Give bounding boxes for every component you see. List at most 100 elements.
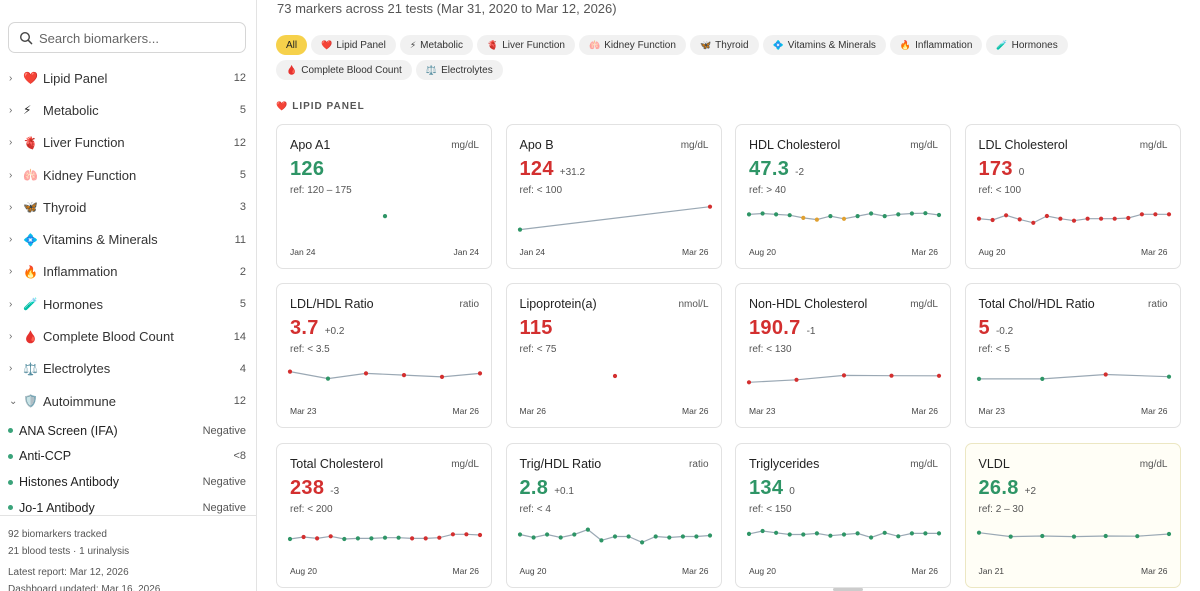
data-point[interactable] [976, 216, 981, 221]
data-point[interactable] [437, 535, 442, 540]
sidebar-item-thyroid[interactable]: › 🦋 Thyroid 3 [0, 191, 256, 223]
data-point[interactable] [653, 533, 658, 539]
data-point[interactable] [363, 371, 369, 376]
data-point[interactable] [355, 535, 360, 541]
biomarker-card-apo-a1[interactable]: Apo A1 mg/dL 126 ref: 120 – 175 Jan 24 Jan 24 [276, 124, 492, 269]
data-point[interactable] [558, 534, 563, 540]
data-point[interactable] [517, 227, 522, 232]
data-point[interactable] [787, 531, 792, 537]
biomarker-card-triglycerides[interactable]: Triglycerides mg/dL 134 0 ref: < 150 Aug 20 Ma… [735, 442, 951, 588]
data-point[interactable] [855, 530, 860, 536]
data-point[interactable] [760, 211, 765, 216]
data-point[interactable] [1003, 213, 1008, 218]
data-point[interactable] [1166, 212, 1171, 217]
data-point[interactable] [1103, 533, 1108, 538]
data-point[interactable] [315, 535, 320, 541]
chip-hormones[interactable]: 🧪 Hormones [986, 35, 1068, 55]
data-point[interactable] [382, 535, 388, 540]
data-point[interactable] [1152, 212, 1157, 217]
data-point[interactable] [450, 531, 455, 536]
data-point[interactable] [1166, 374, 1171, 380]
biomarker-card-total-cholesterol[interactable]: Total Cholesterol mg/dL 238 -3 ref: < 200 Aug… [276, 442, 492, 588]
data-point[interactable] [1030, 220, 1035, 225]
search-box[interactable] [8, 22, 246, 53]
data-point[interactable] [828, 214, 833, 219]
data-point[interactable] [1112, 216, 1117, 221]
scrollbar-handle[interactable] [833, 588, 863, 591]
sidebar-item-lipid-panel[interactable]: › ❤️ Lipid Panel 12 [0, 62, 256, 94]
data-point[interactable] [410, 535, 415, 541]
list-item[interactable]: Histones Antibody Negative [0, 469, 256, 495]
data-point[interactable] [325, 376, 331, 381]
data-point[interactable] [342, 536, 347, 541]
data-point[interactable] [869, 534, 874, 540]
data-point[interactable] [841, 531, 847, 537]
data-point[interactable] [1008, 534, 1013, 539]
chip-electrolytes[interactable]: ⚖️ Electrolytes [415, 60, 503, 80]
data-point[interactable] [909, 211, 914, 216]
data-point[interactable] [746, 531, 752, 536]
data-point[interactable] [936, 530, 942, 536]
chip-metabolic[interactable]: ⚡ Metabolic [399, 35, 473, 55]
data-point[interactable] [517, 531, 522, 537]
data-point[interactable] [814, 530, 819, 536]
data-point[interactable] [1134, 533, 1139, 538]
chip-inflammation[interactable]: 🔥 Inflammation [889, 35, 983, 55]
data-point[interactable] [439, 375, 445, 380]
data-point[interactable] [369, 535, 374, 541]
data-point[interactable] [841, 216, 847, 221]
data-point[interactable] [787, 213, 792, 218]
chip-all[interactable]: All [276, 35, 308, 55]
chip-lipid-panel[interactable]: ❤️ Lipid Panel [311, 35, 396, 55]
biomarker-card-lipoprotein-a[interactable]: Lipoprotein(a) nmol/L 115 ref: < 75 Mar 26 Ma… [505, 283, 722, 429]
data-point[interactable] [774, 530, 779, 535]
sidebar-item-complete-blood-count[interactable]: › 🩸 Complete Blood Count 14 [0, 320, 256, 352]
data-point[interactable] [287, 369, 293, 374]
data-point[interactable] [693, 533, 698, 539]
biomarker-card-ldl-cholesterol[interactable]: LDL Cholesterol mg/dL 173 0 ref: < 100 Aug 20… [964, 124, 1181, 269]
data-point[interactable] [869, 211, 874, 216]
data-point[interactable] [585, 527, 590, 532]
biomarker-card-hdl-cholesterol[interactable]: HDL Cholesterol mg/dL 47.3 -2 ref: > 40 Aug 2… [735, 124, 951, 269]
data-point[interactable] [990, 217, 995, 223]
sidebar-item-electrolytes[interactable]: › ⚖️ Electrolytes 4 [0, 353, 256, 385]
data-point[interactable] [828, 533, 833, 538]
data-point[interactable] [287, 536, 293, 541]
data-point[interactable] [801, 531, 806, 537]
data-point[interactable] [936, 373, 942, 379]
data-point[interactable] [1085, 216, 1090, 221]
chip-liver-function[interactable]: 🫀 Liver Function [476, 35, 575, 55]
data-point[interactable] [1071, 534, 1076, 539]
data-point[interactable] [889, 373, 894, 379]
chip-kidney-function[interactable]: 🫁 Kidney Function [579, 35, 686, 55]
biomarker-card-ldl-hdl-ratio[interactable]: LDL/HDL Ratio ratio 3.7 +0.2 ref: < 3.5 Mar 2… [276, 283, 492, 429]
data-point[interactable] [382, 214, 388, 219]
data-point[interactable] [923, 530, 928, 536]
data-point[interactable] [1166, 531, 1171, 536]
data-point[interactable] [707, 204, 712, 209]
biomarker-card-trig-hdl-ratio[interactable]: Trig/HDL Ratio ratio 2.8 +0.1 ref: < 4 Aug 20… [505, 442, 722, 588]
data-point[interactable] [1125, 215, 1130, 221]
sidebar-item-metabolic[interactable]: › ⚡ Metabolic 5 [0, 94, 256, 126]
data-point[interactable] [801, 215, 806, 220]
biomarker-card-apo-b[interactable]: Apo B mg/dL 124 +31.2 ref: < 100 Jan 24 Mar 26 [505, 124, 722, 269]
data-point[interactable] [464, 531, 469, 536]
data-point[interactable] [746, 380, 752, 385]
data-point[interactable] [774, 212, 779, 217]
data-point[interactable] [531, 534, 536, 540]
data-point[interactable] [423, 535, 428, 541]
data-point[interactable] [477, 371, 483, 376]
data-point[interactable] [855, 214, 860, 219]
biomarker-card-total-chol-hdl-ratio[interactable]: Total Chol/HDL Ratio ratio 5 -0.2 ref: < 5 Ma… [964, 283, 1181, 429]
data-point[interactable] [1039, 533, 1044, 538]
list-item[interactable]: Anti-CCP <8 [0, 444, 256, 470]
data-point[interactable] [401, 373, 407, 378]
data-point[interactable] [976, 530, 981, 535]
data-point[interactable] [882, 214, 887, 219]
data-point[interactable] [936, 212, 942, 218]
data-point[interactable] [909, 530, 914, 536]
chip-vitamins-minerals[interactable]: 💠 Vitamins & Minerals [762, 35, 886, 55]
data-point[interactable] [1017, 217, 1022, 222]
chip-thyroid[interactable]: 🦋 Thyroid [689, 35, 759, 55]
data-point[interactable] [794, 377, 799, 383]
